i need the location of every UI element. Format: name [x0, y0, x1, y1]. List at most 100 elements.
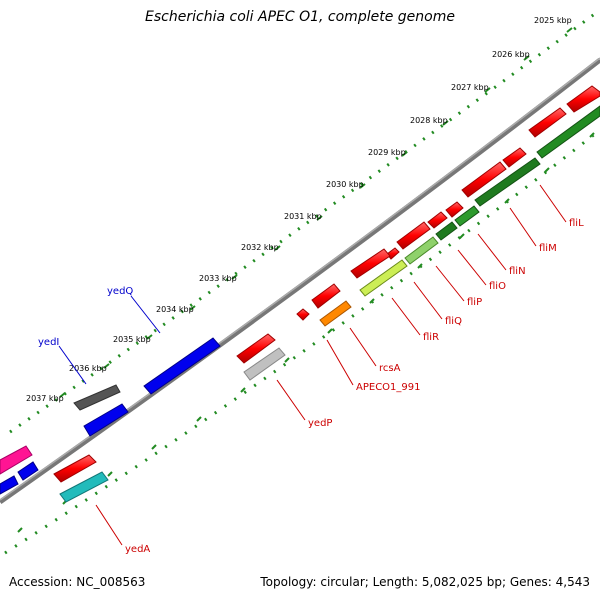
gene-feature [359, 259, 408, 297]
tick [146, 334, 153, 340]
label-leaders [58, 184, 567, 546]
gene-feature [566, 85, 600, 113]
gene-feature [311, 283, 341, 309]
gene-label: yedQ [107, 286, 133, 297]
ruler-labels: 2025 kbp 2026 kbp 2027 kbp 2028 kbp 2029… [26, 16, 572, 403]
tick [369, 298, 375, 304]
tick [103, 363, 110, 369]
leader-line [391, 297, 421, 336]
inner-ruler [4, 128, 600, 555]
ruler-label: 2031 kbp [284, 212, 322, 221]
leader-line [413, 281, 443, 320]
gene-feature [461, 161, 507, 198]
leader-line [326, 339, 354, 386]
gene-label: fliN [509, 266, 526, 277]
ruler-label: 2025 kbp [534, 16, 572, 25]
ruler-label: 2035 kbp [113, 335, 151, 344]
tick [196, 416, 202, 422]
leader-line [457, 249, 487, 286]
leader-line [509, 207, 537, 247]
ruler-label: 2028 kbp [410, 116, 448, 125]
ruler-label: 2037 kbp [26, 394, 64, 403]
tick [189, 305, 196, 311]
gene-feature [502, 147, 527, 168]
gene-label: fliR [423, 332, 439, 343]
gene-feature [236, 333, 276, 364]
gene-feature [0, 475, 19, 495]
tick [504, 198, 510, 204]
accession-text: Accession: NC_008563 [9, 575, 146, 589]
gene-feature [73, 384, 121, 411]
tick [240, 387, 246, 393]
tick [274, 245, 281, 251]
ruler-label: 2032 kbp [241, 243, 279, 252]
tick [401, 151, 408, 157]
gene-label: yedA [125, 544, 150, 555]
gene-label: fliO [489, 281, 506, 292]
gene-feature [350, 248, 391, 279]
tick [417, 263, 423, 269]
tick [459, 233, 465, 239]
gene-label: yedP [308, 418, 332, 429]
gene-feature [427, 211, 448, 229]
leader-line [477, 233, 507, 271]
gene-label: APECO1_991 [356, 382, 421, 393]
gene-feature [243, 347, 286, 381]
gene-label: rcsA [379, 363, 401, 374]
gene-label: fliL [569, 218, 584, 229]
leader-line [276, 379, 306, 421]
gene-label: fliP [467, 297, 482, 308]
leader-line [130, 295, 161, 334]
ruler-label: 2026 kbp [492, 50, 530, 59]
gene-feature [296, 308, 310, 321]
ruler-label: 2030 kbp [326, 180, 364, 189]
gene-feature [319, 300, 352, 327]
genome-backbone [0, 58, 600, 505]
gene-feature [474, 157, 541, 207]
outer-ruler-ticks [59, 27, 573, 398]
gene-feature [396, 221, 431, 250]
tick [327, 328, 333, 334]
tick [316, 215, 323, 221]
ruler-label: 2029 kbp [368, 148, 406, 157]
gene-feature [404, 236, 439, 265]
gene-feature [435, 221, 458, 241]
tick [523, 55, 530, 61]
inner-ruler-ticks [17, 132, 595, 533]
gene-feature [536, 105, 600, 159]
ruler-label: 2034 kbp [156, 305, 194, 314]
tick [359, 183, 366, 189]
ruler-label: 2027 kbp [451, 83, 489, 92]
tick [484, 87, 491, 93]
gene-feature [445, 201, 464, 218]
tick [231, 274, 238, 280]
forward-genes [53, 85, 600, 483]
tick [284, 357, 290, 363]
ruler-label: 2036 kbp [69, 364, 107, 373]
tick [566, 27, 573, 33]
leader-line [539, 184, 567, 223]
tick [151, 444, 157, 450]
other-features [0, 300, 352, 503]
leader-line [435, 265, 465, 302]
tick [59, 392, 66, 398]
ruler-label: 2033 kbp [199, 274, 237, 283]
gene-feature [17, 461, 39, 481]
gene-feature [83, 403, 129, 437]
gene-label: fliQ [445, 316, 462, 327]
tick [544, 167, 550, 173]
gene-feature [53, 454, 97, 483]
outer-ruler [9, 8, 600, 434]
gene-feature [143, 337, 221, 395]
gene-feature [0, 445, 33, 475]
tick [589, 132, 595, 138]
leader-line [58, 345, 87, 385]
genome-summary-text: Topology: circular; Length: 5,082,025 bp… [260, 575, 590, 589]
gene-feature [454, 205, 480, 227]
leader-line [95, 504, 123, 546]
tick [107, 471, 113, 477]
map-title: Escherichia coli APEC O1, complete genom… [145, 9, 455, 25]
reverse-genes [359, 105, 600, 297]
tick [442, 120, 449, 126]
